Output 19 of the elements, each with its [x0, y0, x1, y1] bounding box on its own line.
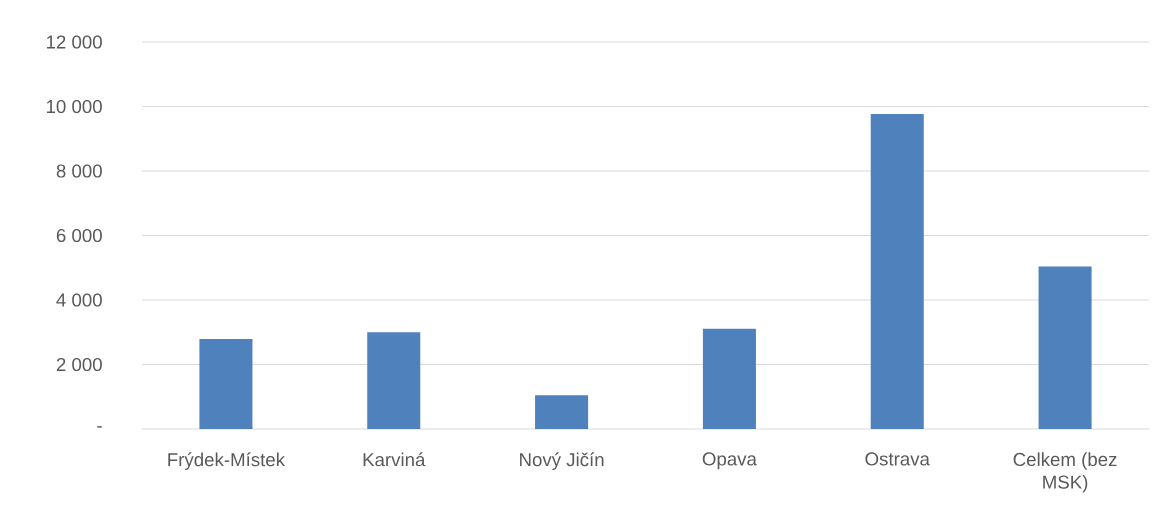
bar [702, 328, 756, 429]
x-tick-label: Opava [702, 452, 757, 470]
x-tick-label: Celkem (bez MSK) [1013, 452, 1117, 493]
y-tick-label: 10 000 [46, 99, 102, 114]
bar [1038, 266, 1092, 429]
y-tick-label: 2 000 [56, 357, 102, 372]
bar [367, 332, 421, 429]
y-tick-label: - [97, 426, 102, 428]
y-tick-label: 8 000 [56, 164, 102, 178]
bar [870, 113, 924, 429]
y-tick-label: 12 000 [46, 35, 102, 49]
bar [199, 339, 253, 429]
x-tick-label: Ostrava [865, 452, 930, 466]
x-tick-label: Frýdek-Místek [168, 452, 286, 470]
x-tick-label: Nový Jičín [520, 452, 604, 470]
y-tick-label: 6 000 [56, 228, 102, 243]
x-tick-label: Karviná [363, 452, 426, 467]
bar [535, 395, 589, 429]
y-tick-label: 4 000 [56, 293, 102, 307]
